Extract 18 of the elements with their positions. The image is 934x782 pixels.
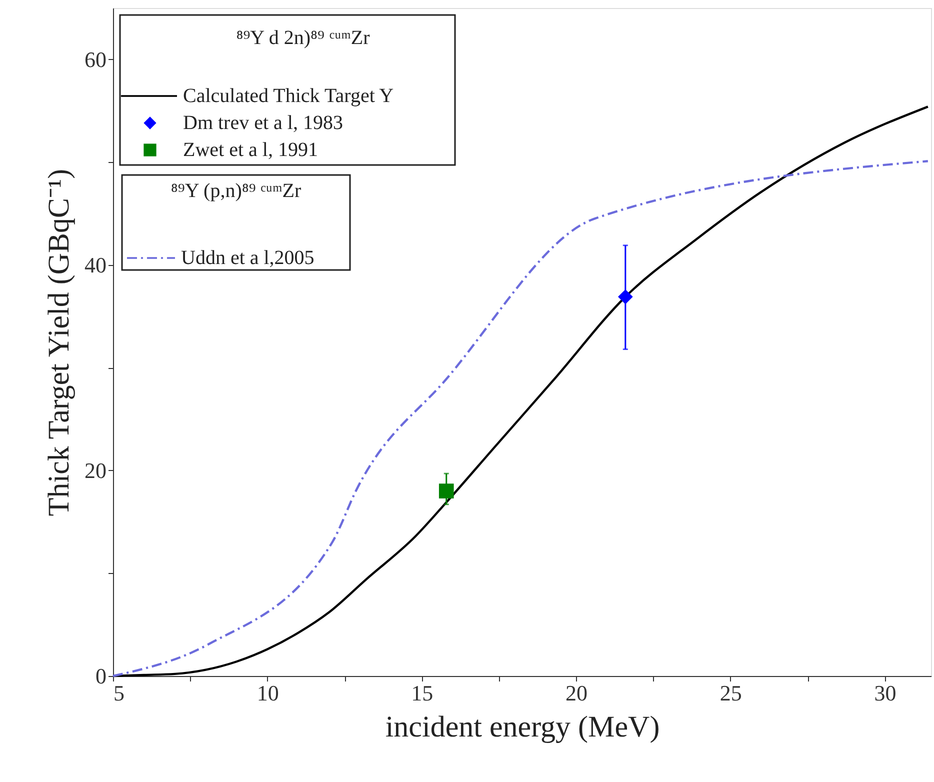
annotation: ⁸⁹Y (p,n)⁸⁹ ᶜᵘᵐZr: [170, 180, 302, 202]
x-axis-title: incident energy (MeV): [385, 710, 660, 744]
y-tick-label: 40: [84, 252, 106, 278]
x-tick-label: 30: [874, 680, 896, 706]
y-tick-label: 60: [84, 46, 106, 72]
y-tick-label: 20: [84, 458, 106, 483]
x-tick-label: 25: [720, 680, 742, 706]
legend-label: Dm trev et a l, 1983: [183, 112, 343, 134]
annotation: ⁸⁹Y d 2n)⁸⁹ ᶜᵘᵐZr: [236, 27, 370, 49]
x-tick-label: 20: [566, 680, 588, 706]
legend-label: Zwet et a l, 1991: [183, 139, 318, 161]
x-tick-label: 15: [411, 680, 434, 706]
legend-label: Uddn et a l,2005: [181, 247, 314, 269]
legend-label: Calculated Thick Target Y: [183, 85, 394, 107]
x-tick-label: 10: [256, 680, 279, 706]
y-tick-label: 0: [96, 664, 106, 688]
x-tick-label: 5: [114, 680, 124, 706]
y-axis-title: Thick Target Yield (GBqC⁻¹): [42, 168, 76, 516]
